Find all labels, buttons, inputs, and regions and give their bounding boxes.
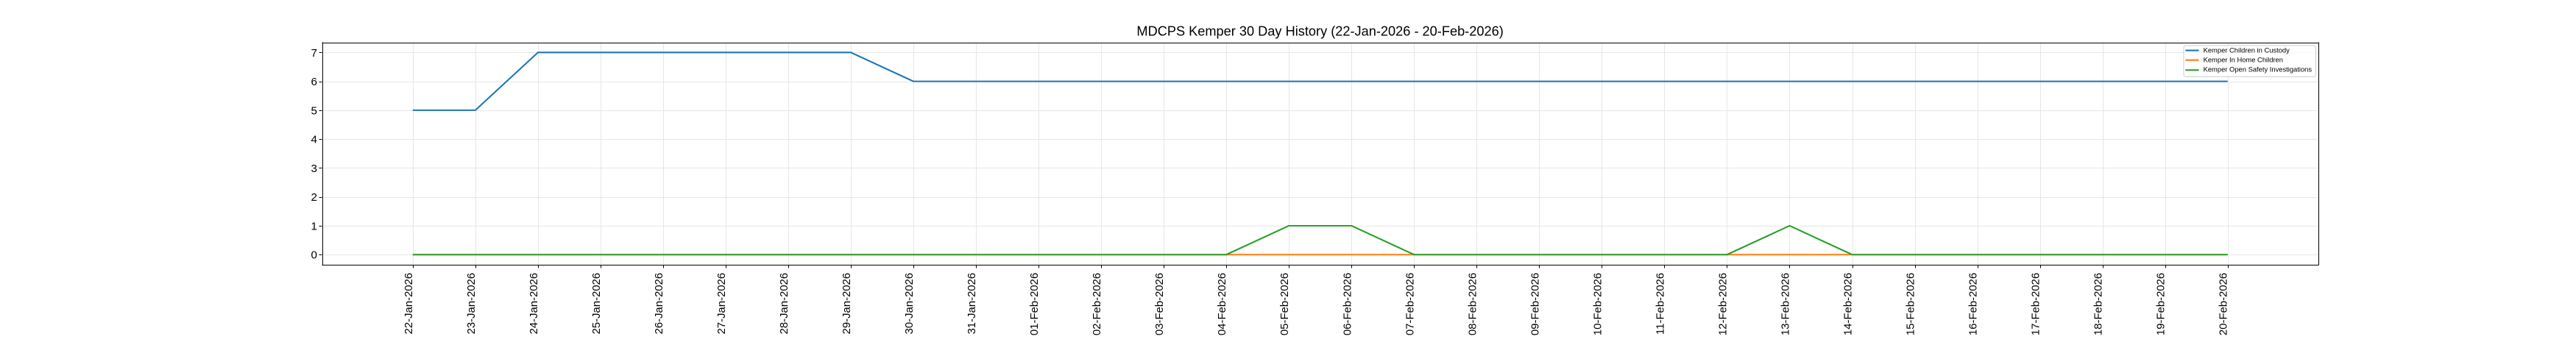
svg-text:31-Jan-2026: 31-Jan-2026 (966, 273, 978, 335)
svg-text:07-Feb-2026: 07-Feb-2026 (1404, 273, 1416, 335)
svg-text:MDCPS Kemper 30 Day History (2: MDCPS Kemper 30 Day History (22-Jan-2026… (1136, 24, 1503, 39)
svg-text:4: 4 (311, 134, 316, 146)
svg-text:1: 1 (311, 220, 316, 232)
svg-text:08-Feb-2026: 08-Feb-2026 (1467, 273, 1479, 335)
svg-text:02-Feb-2026: 02-Feb-2026 (1091, 273, 1103, 335)
svg-text:23-Jan-2026: 23-Jan-2026 (466, 273, 478, 335)
svg-text:28-Jan-2026: 28-Jan-2026 (779, 273, 790, 335)
svg-text:14-Feb-2026: 14-Feb-2026 (1843, 273, 1855, 335)
svg-text:01-Feb-2026: 01-Feb-2026 (1029, 273, 1041, 335)
svg-text:03-Feb-2026: 03-Feb-2026 (1154, 273, 1166, 335)
svg-text:29-Jan-2026: 29-Jan-2026 (841, 273, 853, 335)
svg-text:26-Jan-2026: 26-Jan-2026 (654, 273, 665, 335)
svg-text:09-Feb-2026: 09-Feb-2026 (1529, 273, 1541, 335)
svg-text:04-Feb-2026: 04-Feb-2026 (1217, 273, 1228, 335)
svg-text:17-Feb-2026: 17-Feb-2026 (2031, 273, 2042, 335)
svg-text:15-Feb-2026: 15-Feb-2026 (1906, 273, 1917, 335)
svg-text:20-Feb-2026: 20-Feb-2026 (2218, 273, 2230, 335)
svg-text:5: 5 (311, 104, 316, 117)
svg-text:3: 3 (311, 163, 316, 175)
svg-text:18-Feb-2026: 18-Feb-2026 (2093, 273, 2105, 335)
svg-text:11-Feb-2026: 11-Feb-2026 (1655, 273, 1666, 335)
svg-text:06-Feb-2026: 06-Feb-2026 (1342, 273, 1354, 335)
svg-text:19-Feb-2026: 19-Feb-2026 (2156, 273, 2168, 335)
svg-text:12-Feb-2026: 12-Feb-2026 (1717, 273, 1729, 335)
svg-text:13-Feb-2026: 13-Feb-2026 (1780, 273, 1791, 335)
svg-text:2: 2 (311, 191, 316, 204)
svg-text:22-Jan-2026: 22-Jan-2026 (403, 273, 415, 335)
svg-text:Kemper Children in Custody: Kemper Children in Custody (2204, 46, 2290, 54)
svg-text:0: 0 (311, 249, 316, 262)
svg-text:10-Feb-2026: 10-Feb-2026 (1592, 273, 1604, 335)
svg-text:7: 7 (311, 47, 316, 60)
svg-text:Kemper In Home Children: Kemper In Home Children (2204, 56, 2283, 64)
svg-text:6: 6 (311, 76, 316, 88)
svg-text:30-Jan-2026: 30-Jan-2026 (904, 273, 916, 335)
svg-text:24-Jan-2026: 24-Jan-2026 (528, 273, 540, 335)
svg-text:05-Feb-2026: 05-Feb-2026 (1279, 273, 1291, 335)
svg-text:25-Jan-2026: 25-Jan-2026 (591, 273, 603, 335)
svg-text:Kemper Open Safety Investigati: Kemper Open Safety Investigations (2204, 65, 2313, 74)
svg-text:27-Jan-2026: 27-Jan-2026 (716, 273, 728, 335)
svg-text:16-Feb-2026: 16-Feb-2026 (1968, 273, 1980, 335)
